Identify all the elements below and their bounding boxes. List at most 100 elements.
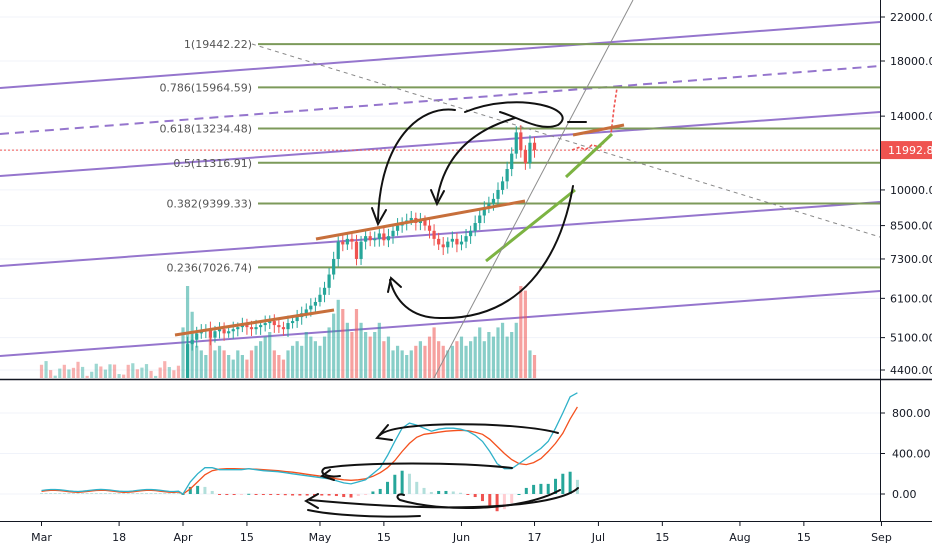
macd-histogram-bar — [126, 493, 130, 494]
volume-bar — [409, 350, 413, 378]
macd-histogram-bar — [232, 494, 236, 496]
volume-bar — [249, 350, 254, 378]
volume-bar — [76, 361, 80, 378]
macd-histogram-bar — [122, 493, 126, 494]
volume-bar — [359, 322, 363, 378]
volume-bar — [85, 375, 89, 378]
macd-histogram-bar — [144, 493, 148, 494]
candle-body — [391, 230, 395, 237]
volume-bar — [135, 369, 139, 378]
volume-bar — [44, 361, 48, 378]
volume-bar — [455, 341, 459, 378]
volume-bar — [208, 336, 213, 378]
candle-body — [441, 244, 445, 248]
time-axis-label: 18 — [112, 531, 126, 544]
volume-bar — [58, 368, 62, 378]
volume-bar — [117, 374, 121, 378]
annotation-arrowhead — [430, 189, 445, 207]
volume-bar — [172, 370, 176, 378]
channel-line — [0, 21, 880, 89]
volume-bar — [414, 345, 418, 378]
volume-bar — [53, 375, 57, 378]
volume-bar — [163, 361, 167, 378]
volume-bar — [272, 350, 276, 378]
candle-body — [263, 323, 267, 326]
candle-body — [423, 220, 427, 226]
resistance-trendline — [572, 123, 625, 137]
volume-bar — [313, 341, 317, 378]
volume-bar — [268, 332, 272, 378]
time-axis-label: 15 — [655, 531, 669, 544]
volume-bar — [364, 332, 368, 378]
macd-line — [41, 392, 578, 495]
macd-histogram-bar — [58, 493, 62, 494]
macd-axis-label: 0.00 — [892, 488, 917, 501]
resistance-trendline — [174, 308, 335, 337]
candle-body — [249, 327, 254, 330]
macd-histogram-bar — [254, 494, 258, 495]
candle-body — [259, 325, 263, 328]
volume-bar — [149, 370, 153, 378]
candle-body — [336, 241, 340, 259]
volume-bar — [386, 336, 391, 378]
candle-body — [322, 287, 327, 295]
macd-histogram-bar — [386, 481, 390, 494]
volume-bar — [181, 327, 185, 378]
candle-body — [354, 241, 359, 259]
volume-bar — [176, 365, 181, 378]
macd-histogram-bar — [140, 493, 144, 494]
macd-histogram-bar — [149, 493, 153, 494]
volume-bar — [259, 341, 263, 378]
macd-histogram-bar — [239, 494, 243, 495]
macd-histogram-bar — [291, 494, 295, 496]
macd-pane[interactable] — [0, 381, 880, 521]
macd-histogram-bar — [225, 494, 229, 496]
candle-body — [290, 321, 295, 324]
macd-histogram-bar — [349, 494, 353, 498]
macd-histogram-bar — [210, 490, 214, 494]
price-axis-label: 18000.00 — [890, 55, 932, 68]
macd-histogram-bar — [247, 493, 251, 495]
volume-bar — [222, 350, 226, 378]
time-axis-label: 15 — [240, 531, 254, 544]
candle-body — [268, 321, 272, 324]
support-trendline — [564, 132, 614, 179]
annotation-arrowhead — [319, 469, 335, 481]
candle-body — [464, 236, 468, 242]
macd-histogram-bar — [90, 493, 94, 494]
macd-histogram-bar — [103, 493, 107, 494]
candle-body — [217, 329, 222, 332]
macd-histogram-bar — [422, 487, 426, 494]
candle-body — [359, 241, 363, 259]
volume-bar — [332, 313, 336, 378]
macd-histogram-bar — [117, 493, 121, 494]
candle-body — [455, 238, 459, 245]
candle-body — [304, 309, 308, 314]
annotation-curve — [379, 423, 559, 436]
macd-histogram-bar — [466, 494, 470, 495]
volume-bar — [62, 364, 66, 378]
volume-bar — [204, 355, 208, 378]
candle-body — [341, 241, 345, 245]
volume-bar — [49, 370, 53, 378]
fib-level-label: 1(19442.22) — [184, 38, 252, 51]
price-axis-label: 22000.00 — [890, 11, 932, 24]
candle-body — [482, 208, 486, 216]
volume-bar — [441, 345, 445, 378]
candle-body — [213, 331, 217, 338]
macd-histogram-bar — [154, 493, 158, 494]
channel-line — [0, 290, 880, 357]
macd-histogram-bar — [444, 490, 448, 494]
volume-bar — [144, 364, 149, 378]
annotation-arrow — [389, 185, 574, 320]
price-axis-label: 8500.00 — [890, 220, 932, 233]
volume-bar — [290, 345, 295, 378]
candle-body — [236, 327, 240, 330]
macd-histogram-bar — [312, 494, 316, 496]
volume-bar — [395, 345, 400, 378]
macd-histogram-bar — [561, 473, 565, 494]
volume-bar — [341, 309, 345, 378]
candle-body — [514, 132, 518, 154]
volume-bar — [345, 322, 349, 378]
